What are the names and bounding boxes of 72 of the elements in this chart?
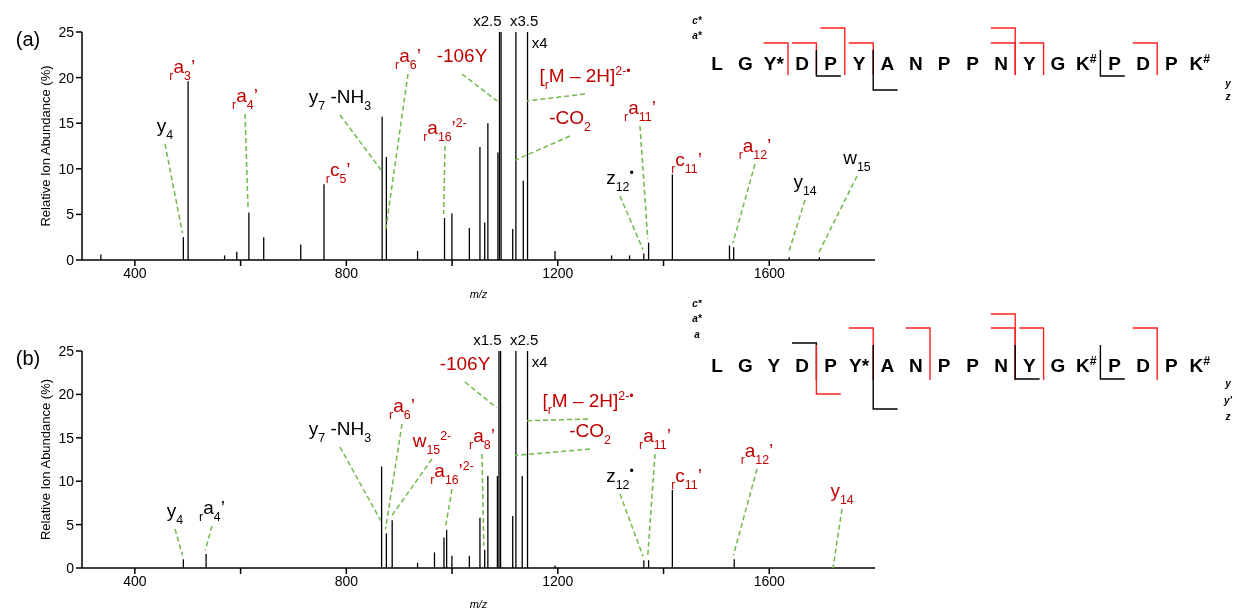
text: y' xyxy=(1223,395,1233,406)
annotation: x1.5 xyxy=(473,331,502,348)
y-tick-label: 5 xyxy=(66,516,75,533)
text: a* xyxy=(692,313,703,324)
annotation: w$_{15}$ xyxy=(842,147,871,174)
annotation: $_{r}$a$_{4}$’ xyxy=(232,85,258,112)
x-tick-label: 1200 xyxy=(542,572,574,589)
x-axis-title: m/z xyxy=(469,288,488,300)
annotation: $_{r}$a$_{16}$’$^{2-}$ xyxy=(430,459,474,487)
annotation: $_{r}$a$_{6}$’ xyxy=(395,45,421,72)
annotation: a* xyxy=(692,30,703,41)
x-tick-label: 400 xyxy=(123,264,147,281)
y-tick-label: 25 xyxy=(58,23,75,40)
annotation: $_{r}$c$_{5}$’ xyxy=(325,159,351,186)
annotation: $_{r}$a$_{8}$’ xyxy=(469,425,495,452)
y-tick-label: 5 xyxy=(66,206,75,223)
chart-title: (b) xyxy=(15,347,41,369)
text: z xyxy=(1224,411,1231,422)
annotation: $_{r}$c$_{11}$’ xyxy=(671,149,702,176)
y-tick-label: 15 xyxy=(58,429,75,446)
text: L G Y* D P Y A N P P N Y G K$^{#}$ P D P K$^{#}$ xyxy=(711,52,1211,74)
annotation: x3.5 xyxy=(510,12,539,29)
x-axis-title: m/z xyxy=(469,598,488,610)
text: a xyxy=(694,329,701,340)
annotation: x4 xyxy=(531,353,548,370)
annotation: x2.5 xyxy=(510,331,539,348)
annotation: $_{r}$a$_{12}$’ xyxy=(740,440,774,467)
annotation: $_{r}$a$_{11}$’ xyxy=(639,425,671,452)
text: y xyxy=(1224,378,1232,389)
text: c* xyxy=(692,298,703,309)
annotation: y$_{4}$ xyxy=(156,115,174,142)
annotation: $_{r}$a$_{11}$’ xyxy=(624,97,656,124)
y-tick-label: 15 xyxy=(58,115,75,132)
text: z xyxy=(1224,91,1231,102)
y-tick-label: 10 xyxy=(58,160,75,177)
y-tick-label: 25 xyxy=(58,342,75,359)
annotation: x2.5 xyxy=(473,12,502,29)
x-tick-label: 1200 xyxy=(542,264,574,281)
annotation: $_{r}$a$_{16}$’$^{2-}$ xyxy=(423,116,467,144)
annotation: y$_{7}$ -NH$_{3}$ xyxy=(308,418,372,445)
annotation: y$_{7}$ -NH$_{3}$ xyxy=(308,86,372,113)
annotation: y$_{4}$ xyxy=(166,500,184,527)
text: c* xyxy=(692,15,703,26)
annotation: -106Y xyxy=(436,45,488,66)
annotation: -CO$_{2}$ xyxy=(549,107,591,134)
annotation: [$_{r}$M – 2H]$^{2-•}$ xyxy=(542,389,634,417)
y-axis-title: Relative Ion Abundance (%) xyxy=(38,378,53,541)
y-tick-label: 20 xyxy=(58,69,75,86)
chart-title: (a) xyxy=(15,28,41,50)
x-tick-label: 1600 xyxy=(753,572,786,589)
annotation: y$_{14}$ xyxy=(793,171,817,198)
x-tick-label: 400 xyxy=(123,572,147,589)
annotation: -106Y xyxy=(439,353,491,374)
annotation: $_{r}$a$_{4}$’ xyxy=(199,497,225,524)
annotation: y$_{14}$ xyxy=(830,480,854,507)
y-tick-label: 0 xyxy=(66,251,75,268)
annotation: [$_{r}$M – 2H]$^{2-•}$ xyxy=(539,64,631,92)
x-tick-label: 1600 xyxy=(753,264,786,281)
annotation: $_{r}$a$_{6}$’ xyxy=(389,395,415,422)
text: L G Y D P Y* A N P P N Y G K$^{#}$ P D P K$^{#}$ xyxy=(711,354,1211,376)
annotation: $_{r}$c$_{11}$’ xyxy=(671,464,702,492)
y-tick-label: 10 xyxy=(58,473,75,490)
annotation: x4 xyxy=(531,34,548,51)
annotation: $_{r}$a$_{3}$’ xyxy=(169,56,196,83)
y-tick-label: 20 xyxy=(58,386,75,403)
x-tick-label: 800 xyxy=(334,264,359,281)
annotation: -CO$_{2}$ xyxy=(569,420,611,447)
x-tick-label: 800 xyxy=(334,572,359,589)
y-tick-label: 0 xyxy=(66,559,75,576)
annotation: $_{r}$a$_{12}$’ xyxy=(738,135,772,162)
y-axis-title: Relative Ion Abundance (%) xyxy=(38,65,53,227)
text: y xyxy=(1224,78,1232,89)
